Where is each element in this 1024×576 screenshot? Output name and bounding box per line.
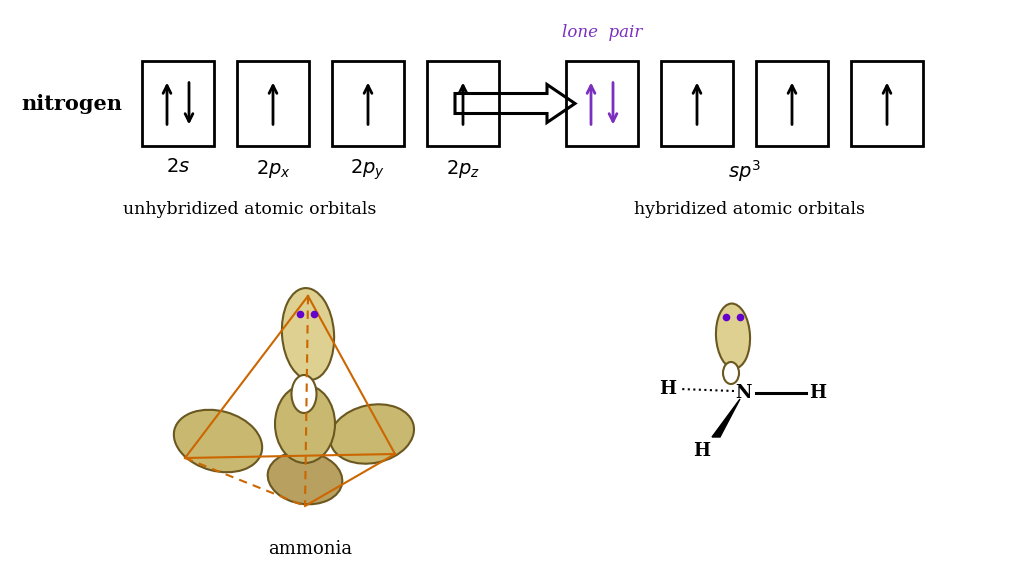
Text: hybridized atomic orbitals: hybridized atomic orbitals: [635, 201, 865, 218]
Ellipse shape: [275, 385, 335, 463]
Text: H: H: [659, 380, 677, 398]
Ellipse shape: [330, 404, 414, 464]
Bar: [851, 61, 923, 146]
Text: ammonia: ammonia: [268, 540, 352, 558]
Text: lone  pair: lone pair: [562, 24, 642, 41]
Text: N: N: [736, 384, 753, 402]
Text: $sp^3$: $sp^3$: [728, 158, 761, 184]
Bar: [332, 61, 404, 146]
Text: $2p_x$: $2p_x$: [256, 158, 291, 180]
Text: $2p_z$: $2p_z$: [445, 158, 480, 180]
Text: $2s$: $2s$: [166, 158, 190, 176]
Ellipse shape: [174, 410, 262, 472]
Bar: [237, 61, 309, 146]
Ellipse shape: [292, 375, 316, 413]
Text: unhybridized atomic orbitals: unhybridized atomic orbitals: [123, 201, 377, 218]
Text: nitrogen: nitrogen: [22, 94, 123, 114]
Text: H: H: [693, 442, 711, 460]
Ellipse shape: [723, 362, 739, 384]
Ellipse shape: [282, 288, 334, 380]
Bar: [756, 61, 828, 146]
Bar: [142, 61, 214, 146]
Ellipse shape: [267, 452, 342, 504]
Bar: [662, 61, 733, 146]
Ellipse shape: [716, 304, 750, 369]
Text: $2p_y$: $2p_y$: [350, 158, 385, 183]
Text: H: H: [810, 384, 826, 402]
Polygon shape: [712, 399, 740, 437]
Polygon shape: [455, 85, 575, 123]
Bar: [566, 61, 638, 146]
Bar: [427, 61, 499, 146]
